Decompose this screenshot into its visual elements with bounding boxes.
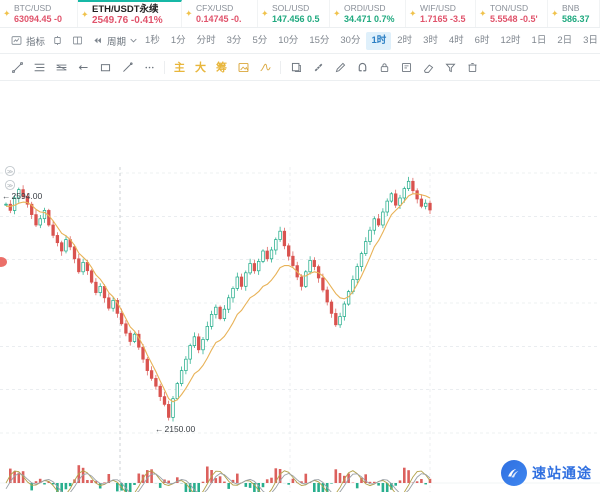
more-tools-icon[interactable]: [138, 57, 160, 77]
image-tool-icon[interactable]: [232, 57, 254, 77]
ticker-price: 1.7165 -3.5: [420, 13, 466, 24]
chart-area[interactable]: ≫≫ ←2594.00 ←2150.00 ⊙ ⌕ KDJ(9,3,3) K:67…: [0, 81, 600, 492]
period-15分[interactable]: 15分: [309, 34, 330, 46]
ticker-symbol: TON/USD: [490, 2, 529, 13]
ticker-price: 2549.76 -0.41%: [92, 14, 163, 26]
ticker-price: 63094.45 -0: [14, 13, 63, 24]
ticker-symbol: SOL/USD: [272, 2, 310, 13]
filter-icon[interactable]: [439, 57, 461, 77]
ticker-symbol: CFX/USD: [196, 2, 234, 13]
period-1日[interactable]: 1日: [531, 34, 547, 46]
text-tool-主[interactable]: 主: [174, 62, 185, 74]
period-1分[interactable]: 1分: [170, 34, 186, 46]
star-icon[interactable]: ✦: [479, 8, 487, 18]
period-1秒[interactable]: 1秒: [145, 34, 160, 46]
magnet-icon[interactable]: [351, 57, 373, 77]
horizontal-lines-icon[interactable]: [28, 57, 50, 77]
star-icon[interactable]: ✦: [333, 8, 341, 18]
trendline-icon[interactable]: [6, 57, 28, 77]
ruler-icon[interactable]: [307, 57, 329, 77]
chevron-down-icon[interactable]: [128, 31, 138, 51]
eraser-icon[interactable]: [417, 57, 439, 77]
period-10分[interactable]: 10分: [278, 34, 299, 46]
period-toolbar: 指标 周期 1秒 1分 分时 3分 5分 10分 15分 30分 1时 2时 3时 4时 6时 12时 1日…: [0, 28, 600, 54]
ticker-symbol: ORDI/USD: [344, 2, 386, 13]
low-price-label: ←2150.00: [155, 424, 196, 434]
high-price-label: ←2594.00: [2, 191, 43, 201]
period-12时[interactable]: 12时: [500, 34, 521, 46]
ticker-item-eth[interactable]: ✦ ETH/USDT永续 2549.76 -0.41%: [78, 0, 182, 27]
trash-icon[interactable]: [461, 57, 483, 77]
brand-logo-icon: [501, 460, 527, 486]
layout-icon[interactable]: [67, 31, 87, 51]
signature-icon[interactable]: [254, 57, 276, 77]
indicator-icon[interactable]: [6, 31, 26, 51]
star-icon[interactable]: ✦: [185, 8, 193, 18]
ticker-price: 5.5548 -0.5': [490, 13, 538, 24]
ticker-symbol: BTC/USD: [14, 2, 52, 13]
drawing-toolbar: 主大筹: [0, 54, 600, 81]
star-icon[interactable]: ✦: [551, 8, 559, 18]
text-tool-筹[interactable]: 筹: [216, 62, 227, 74]
period-5分[interactable]: 5分: [252, 34, 268, 46]
ticker-item-btc[interactable]: ✦ BTC/USD 63094.45 -0: [0, 0, 78, 27]
toolbar-divider: [164, 60, 165, 74]
ticker-symbol: BNB: [562, 2, 580, 13]
lock-icon[interactable]: [373, 57, 395, 77]
text-tool-大[interactable]: 大: [195, 62, 206, 74]
watermark-text: 速站通途: [532, 466, 592, 482]
period-2日[interactable]: 2日: [557, 34, 573, 46]
arrow-left-icon-2: ←: [155, 424, 164, 434]
period-dropdown-label[interactable]: 周期: [107, 36, 127, 48]
chart-canvas[interactable]: ≫≫: [0, 81, 600, 492]
period-6时[interactable]: 6时: [474, 34, 490, 46]
period-30分[interactable]: 30分: [340, 34, 361, 46]
period-2时[interactable]: 2时: [397, 34, 413, 46]
star-icon[interactable]: ✦: [409, 8, 417, 18]
period-3分[interactable]: 3分: [226, 34, 242, 46]
rectangle-icon[interactable]: [94, 57, 116, 77]
ticker-item-sol[interactable]: ✦ SOL/USD 147.456 0.5: [258, 0, 330, 27]
ticker-symbol: ETH/USDT永续: [92, 3, 159, 15]
period-3时[interactable]: 3时: [423, 34, 438, 46]
toolbar-divider-2: [280, 60, 281, 74]
star-icon[interactable]: ✦: [261, 8, 269, 18]
ticker-item-cfx[interactable]: ✦ CFX/USD 0.14745 -0.: [182, 0, 258, 27]
ticker-price: 586.37: [562, 13, 590, 24]
period-1时[interactable]: 1时: [366, 31, 392, 50]
star-icon[interactable]: ✦: [81, 9, 89, 19]
period-4时[interactable]: 4时: [448, 34, 464, 46]
rewind-icon[interactable]: [87, 31, 107, 51]
fib-retracement-icon[interactable]: [50, 57, 72, 77]
price-marker-dot: [0, 257, 7, 267]
watermark: 速站通途: [501, 460, 592, 486]
period-3日[interactable]: 3日: [583, 34, 598, 46]
svg-text:≫: ≫: [7, 184, 13, 190]
ticker-price: 147.456 0.5: [272, 13, 320, 24]
ticker-symbol: WIF/USD: [420, 2, 456, 13]
ticker-item-wif[interactable]: ✦ WIF/USD 1.7165 -3.5: [406, 0, 476, 27]
chart-type-icon[interactable]: [47, 31, 67, 51]
ticker-price: 34.471 0.7%: [344, 13, 395, 24]
star-icon[interactable]: ✦: [3, 8, 11, 18]
arrow-left-icon: ←: [2, 191, 11, 201]
arrow-icon[interactable]: [72, 57, 94, 77]
pencil-icon[interactable]: [329, 57, 351, 77]
period-分时[interactable]: 分时: [196, 34, 216, 46]
ticker-item-ordi[interactable]: ✦ ORDI/USD 34.471 0.7%: [330, 0, 406, 27]
note-icon[interactable]: [395, 57, 417, 77]
ticker-bar: ✦ BTC/USD 63094.45 -0 ✦ ETH/USDT永续 2549.76 -0…: [0, 0, 600, 28]
copy-icon[interactable]: [285, 57, 307, 77]
pen-icon[interactable]: [116, 57, 138, 77]
svg-text:≫: ≫: [7, 170, 13, 176]
ticker-item-bnb[interactable]: ✦ BNB 586.37: [548, 0, 600, 27]
ticker-item-ton[interactable]: ✦ TON/USD 5.5548 -0.5': [476, 0, 548, 27]
indicator-label[interactable]: 指标: [26, 36, 46, 48]
ticker-price: 0.14745 -0.: [196, 13, 242, 24]
